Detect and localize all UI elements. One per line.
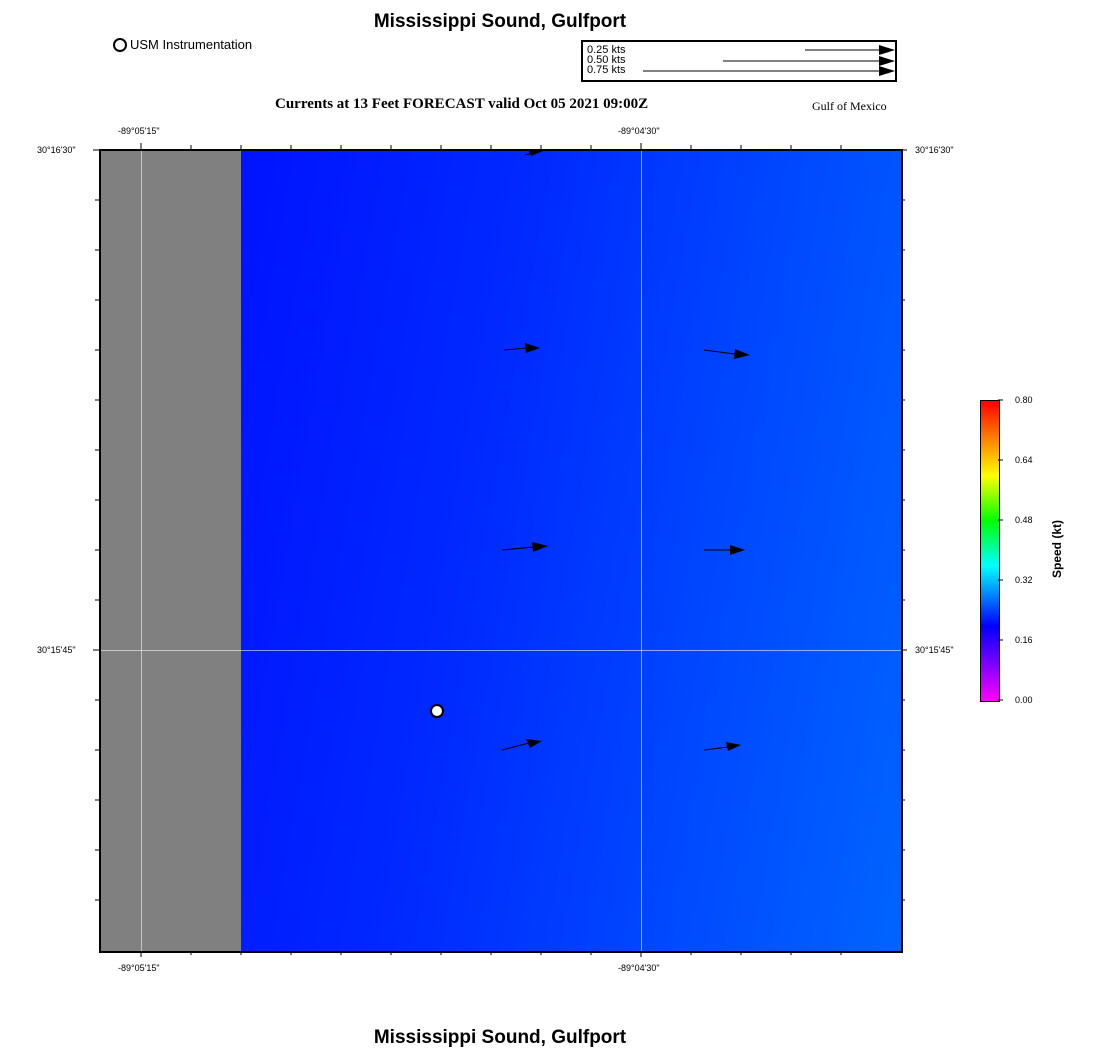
longitude-tick-label: -89°05'15" [118,963,160,973]
current-vector-arrow [524,151,543,156]
colorbar-tick-label: 0.80 [1015,395,1033,405]
map-footer-title: Mississippi Sound, Gulfport [373,1027,627,1048]
current-vector-arrow [704,545,745,555]
speed-colorbar [980,400,1000,702]
colorbar-ticks [998,399,1003,701]
longitude-tick-label: -89°05'15" [118,126,160,136]
latitude-tick-label: 30°15'45" [915,645,954,655]
colorbar-tick-label: 0.64 [1015,455,1033,465]
colorbar-tick-label: 0.00 [1015,695,1033,705]
colorbar-tick-label: 0.48 [1015,515,1033,525]
latitude-tick-label: 30°15'45" [37,645,76,655]
longitude-tick-label: -89°04'30" [618,963,660,973]
speed-key-arrow [643,66,895,76]
colorbar-tick-label: 0.16 [1015,635,1033,645]
speed-key-arrows [643,45,895,76]
colorbar-title: Speed (kt) [1050,519,1064,578]
speed-key-label: 0.75 kts [587,64,626,76]
map-canvas[interactable] [99,149,903,953]
latitude-tick-label: 30°16'30" [37,145,76,155]
current-vector-arrow [503,343,540,353]
current-vector-arrow [501,739,542,751]
current-vectors [501,151,750,751]
station-legend-label: USM Instrumentation [130,37,253,52]
usm-instrument-station[interactable] [430,704,444,718]
latitude-tick-label: 30°16'30" [915,145,954,155]
forecast-subtitle: Currents at 13 Feet FORECAST valid Oct 0… [275,96,649,112]
longitude-grid-line [141,151,142,951]
land-area [101,151,241,951]
speed-key-label: 0.50 kts [587,54,626,66]
current-vector-arrow [703,742,741,751]
current-vector-arrow [501,542,548,552]
longitude-tick-label: -89°04'30" [618,126,660,136]
speed-key-arrow [805,45,895,55]
speed-key-arrow [723,56,895,66]
map-title: Mississippi Sound, Gulfport [373,11,627,32]
latitude-grid-line [101,650,901,651]
current-vector-arrow [703,349,750,359]
open-circle-icon [113,37,127,52]
colorbar-tick-label: 0.32 [1015,575,1033,585]
speed-key-label: 0.25 kts [587,44,626,56]
longitude-grid-line [641,151,642,951]
station-legend: USM Instrumentation [113,37,252,52]
speed-key: 0.25 kts 0.50 kts 0.75 kts [581,40,897,82]
region-label: Gulf of Mexico [812,99,887,113]
